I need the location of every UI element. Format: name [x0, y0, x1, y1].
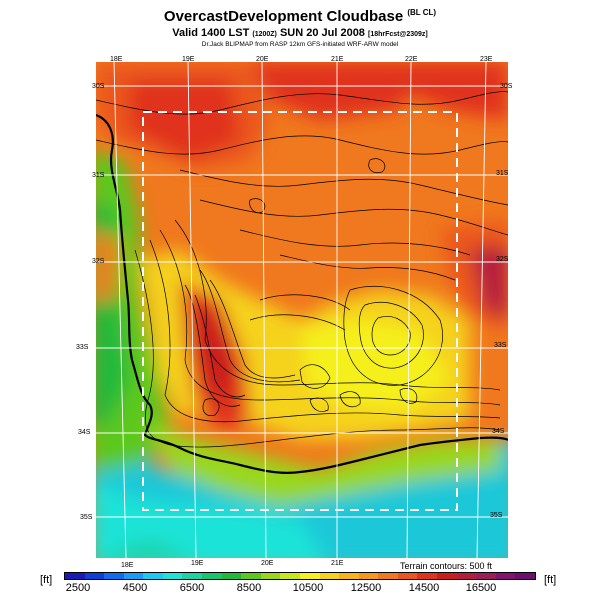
colorbar-swatch — [358, 573, 379, 579]
colorbar-swatch — [182, 573, 203, 579]
lat-label-right-35s: 35S — [490, 512, 503, 519]
valid-code: (1200Z) — [252, 31, 277, 38]
lat-label-left-30s: 30S — [92, 83, 105, 90]
colorbar-swatch — [339, 573, 359, 579]
coastline — [96, 113, 508, 474]
map-title: OvercastDevelopment Cloudbase (BL CL) — [0, 8, 600, 25]
map-title-suffix: (BL CL) — [407, 8, 437, 17]
lat-label-right-30s: 30S — [500, 83, 513, 90]
colorbar-swatch — [417, 573, 437, 579]
lon-label-top-23e: 23E — [480, 56, 493, 63]
valid-date: SUN 20 Jul 2008 — [279, 27, 365, 39]
lon-label-bottom-18e: 18E — [121, 562, 134, 569]
credit-line: Dr.Jack BLIPMAP from RASP 12km GFS-initi… — [201, 41, 399, 48]
colorbar-swatch — [104, 573, 124, 579]
colorbar-unit-right: [ft] — [544, 574, 557, 586]
lat-label-left-33s: 33S — [76, 344, 89, 351]
colorbar-swatch — [143, 573, 163, 579]
terrain-contour-note: Terrain contours: 500 ft — [400, 561, 493, 571]
colorbar-swatch — [162, 573, 183, 579]
colorbar-label-6500: 6500 — [179, 582, 205, 594]
inner-domain-box — [142, 111, 458, 511]
valid-time-line: Valid 1400 LST (1200Z) SUN 20 Jul 2008 [… — [0, 27, 600, 39]
colorbar-label-16500: 16500 — [465, 582, 497, 594]
colorbar-swatch — [84, 573, 105, 579]
lon-label-top-22e: 22E — [405, 56, 418, 63]
lon-label-top-19e: 19E — [182, 56, 195, 63]
colorbar-label-14500: 14500 — [408, 582, 440, 594]
lat-lon-grid — [96, 62, 508, 558]
lat-label-right-31s: 31S — [496, 170, 509, 177]
lat-label-left-32s: 32S — [92, 258, 105, 265]
lon-label-bottom-20e: 20E — [261, 560, 274, 567]
valid-suffix: [18hrFcst@2309z] — [368, 31, 428, 38]
lat-label-left-34s: 34S — [78, 429, 91, 436]
colorbar-swatch — [241, 573, 261, 579]
colorbar-label-4500: 4500 — [122, 582, 148, 594]
colorbar-swatch — [123, 573, 144, 579]
lon-label-bottom-19e: 19E — [191, 560, 204, 567]
lat-label-right-33s: 33S — [494, 342, 507, 349]
lon-label-bottom-21e: 21E — [331, 560, 344, 567]
lat-label-left-31s: 31S — [92, 172, 105, 179]
colorbar-swatch — [65, 573, 85, 579]
colorbar-swatch — [495, 573, 516, 579]
colorbar-label-2500: 2500 — [65, 582, 91, 594]
lat-label-left-35s: 35S — [80, 514, 93, 521]
colorbar-label-8500: 8500 — [236, 582, 262, 594]
valid-prefix: Valid 1400 LST — [172, 27, 250, 39]
colorbar-label-12500: 12500 — [350, 582, 382, 594]
colorbar-swatch — [260, 573, 281, 579]
colorbar-swatch — [456, 573, 477, 579]
lat-label-right-32s: 32S — [496, 256, 509, 263]
colorbar-swatch — [299, 573, 320, 579]
colorbar-swatch — [436, 573, 457, 579]
lon-label-top-21e: 21E — [331, 56, 344, 63]
colorbar-swatch — [476, 573, 496, 579]
lat-label-right-34s: 34S — [492, 428, 505, 435]
terrain-contours — [96, 91, 508, 448]
colorbar-swatch — [397, 573, 418, 579]
colorbar-swatch — [378, 573, 398, 579]
lon-label-top-20e: 20E — [256, 56, 269, 63]
colorbar-swatch — [280, 573, 300, 579]
lon-label-top-18e: 18E — [110, 56, 123, 63]
field-shading — [96, 62, 508, 558]
colorbar — [64, 572, 536, 580]
colorbar-swatch — [221, 573, 242, 579]
colorbar-swatch — [319, 573, 340, 579]
colorbar-unit-left: [ft] — [40, 574, 53, 586]
colorbar-label-10500: 10500 — [292, 582, 324, 594]
map-title-main: OvercastDevelopment Cloudbase — [163, 8, 404, 25]
colorbar-swatch — [515, 573, 535, 579]
colorbar-swatch — [202, 573, 222, 579]
